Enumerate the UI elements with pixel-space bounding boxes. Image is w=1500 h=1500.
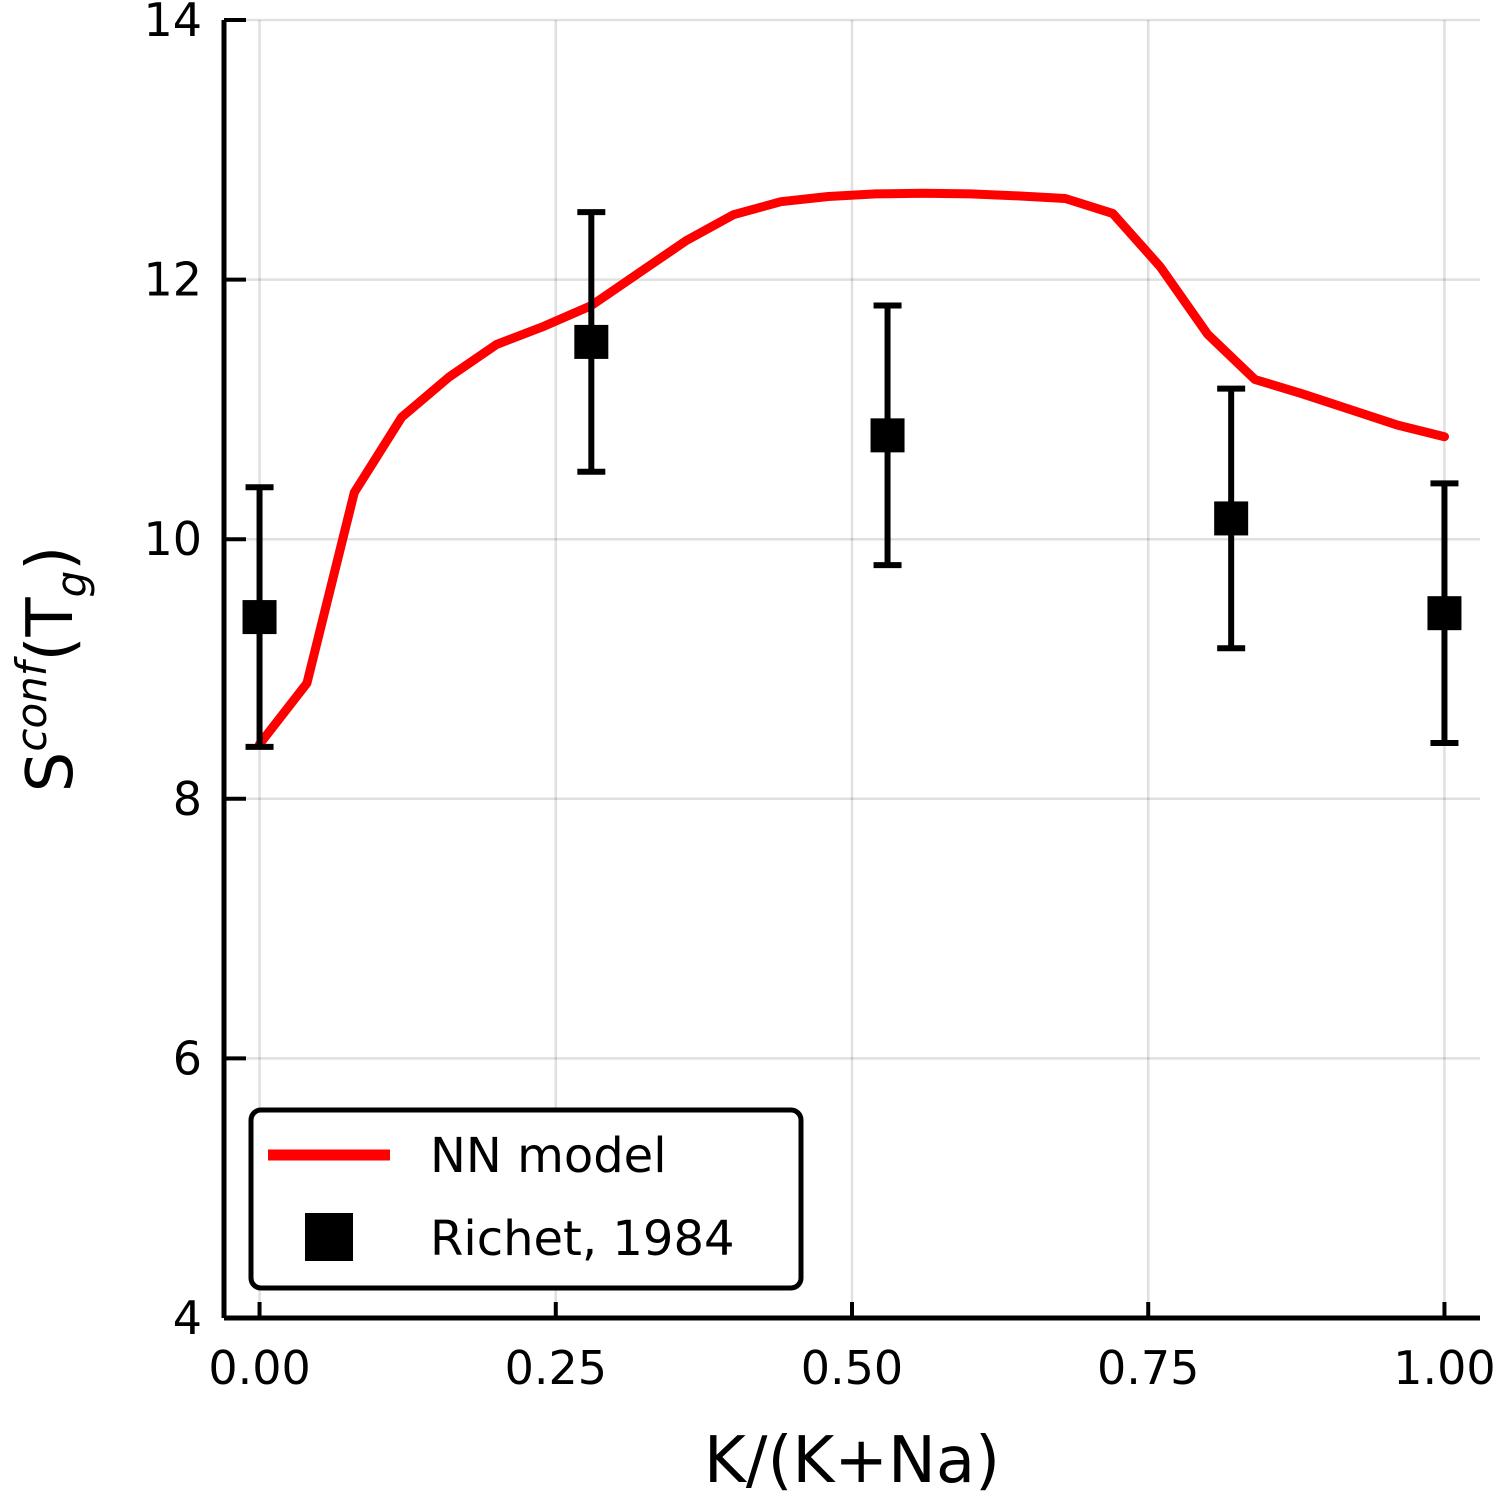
legend: NN model Richet, 1984	[248, 1107, 804, 1291]
y-tick-label: 14	[143, 0, 202, 47]
x-tick-label: 0.75	[1097, 1341, 1199, 1395]
x-tick-label: 0.00	[208, 1341, 310, 1395]
y-tick-label: 4	[173, 1291, 202, 1345]
y-tick-label: 12	[143, 253, 202, 307]
ticks: 0.00 0.25 0.50 0.75 1.00 4 6 8 10 12 14	[143, 0, 1495, 1395]
legend-label-richet: Richet, 1984	[430, 1211, 735, 1267]
richet-data-point	[1214, 501, 1249, 536]
legend-square-swatch	[305, 1213, 353, 1261]
richet-data-point	[1427, 596, 1462, 631]
richet-data-point	[242, 600, 277, 635]
x-axis-title: K/(K+Na)	[704, 1424, 1000, 1498]
richet-data-point	[870, 418, 905, 453]
y-tick-label: 10	[143, 512, 202, 566]
y-tick-label: 6	[173, 1031, 202, 1085]
nn-model-line	[255, 188, 1449, 749]
y-axis-title: Sconf(Tg)	[7, 546, 96, 793]
plot-area	[242, 188, 1462, 750]
y-tick-label: 8	[173, 772, 202, 826]
x-tick-label: 1.00	[1393, 1341, 1495, 1395]
richet-data-point	[574, 324, 609, 359]
legend-label-nn-model: NN model	[430, 1128, 667, 1184]
x-tick-label: 0.25	[505, 1341, 607, 1395]
x-tick-label: 0.50	[801, 1341, 903, 1395]
